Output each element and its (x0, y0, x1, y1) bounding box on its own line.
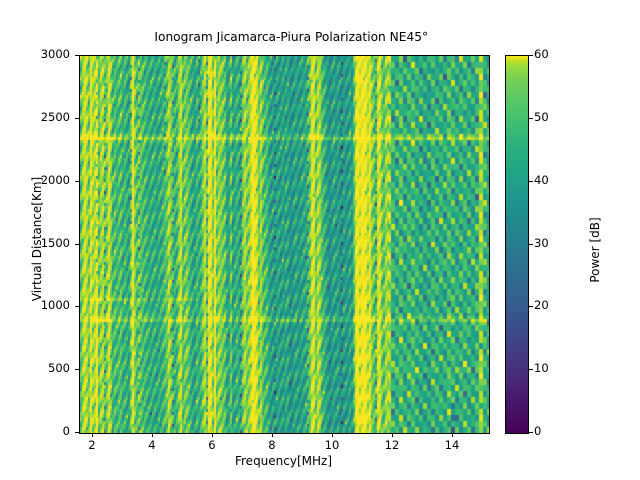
colorbar-tick-label: 60 (534, 47, 549, 61)
colorbar-tick-label: 0 (534, 424, 542, 438)
y-tick-mark (74, 369, 79, 371)
y-axis-label: Virtual Distance[Km] (30, 176, 44, 302)
colorbar-tick-mark (528, 55, 533, 56)
colorbar-tick-label: 30 (534, 235, 549, 250)
colorbar-tick-mark (528, 306, 533, 308)
x-tick-mark (271, 433, 273, 437)
colorbar-tick-label: 40 (534, 172, 549, 187)
colorbar-tick-label: 20 (534, 298, 549, 313)
y-tick-label: 2000 (40, 172, 70, 187)
y-tick-mark (74, 180, 79, 182)
y-tick-label: 1000 (40, 298, 70, 313)
x-tick-mark (91, 433, 93, 437)
x-tick-label: 8 (268, 438, 276, 452)
y-tick-label: 0 (62, 424, 70, 438)
x-tick-label: 2 (88, 438, 96, 452)
colorbar-tick-label: 50 (534, 109, 549, 124)
y-tick-mark (74, 55, 79, 56)
colorbar-tick-label: 10 (534, 361, 549, 376)
y-tick-mark (74, 243, 79, 245)
colorbar-tick-mark (528, 432, 533, 433)
x-tick-label: 12 (384, 438, 400, 452)
x-axis-label: Frequency[MHz] (234, 454, 333, 468)
colorbar-tick-mark (528, 369, 533, 371)
x-tick-mark (331, 433, 333, 437)
y-tick-label: 2500 (40, 109, 70, 124)
y-tick-label: 500 (48, 361, 70, 376)
y-tick-mark (74, 432, 79, 433)
ionogram-heatmap (80, 56, 489, 433)
colorbar-gradient (506, 56, 528, 433)
y-tick-mark (74, 117, 79, 119)
colorbar-tick-mark (528, 243, 533, 245)
x-tick-mark (151, 433, 153, 437)
x-tick-label: 6 (208, 438, 216, 452)
x-tick-label: 4 (148, 438, 156, 452)
y-tick-label: 3000 (40, 47, 70, 61)
colorbar-tick-mark (528, 117, 533, 119)
x-tick-mark (391, 433, 393, 437)
colorbar (505, 55, 529, 434)
colorbar-tick-mark (528, 180, 533, 182)
figure-title-line1: Ionogram Jicamarca-Piura Polarization NE… (154, 29, 429, 44)
x-tick-label: 10 (324, 438, 340, 452)
plot-area (79, 55, 490, 434)
x-tick-mark (211, 433, 213, 437)
colorbar-label: Power [dB] (588, 217, 602, 283)
x-tick-mark (451, 433, 453, 437)
y-tick-mark (74, 306, 79, 308)
y-tick-label: 1500 (40, 235, 70, 250)
x-tick-label: 14 (444, 438, 460, 452)
